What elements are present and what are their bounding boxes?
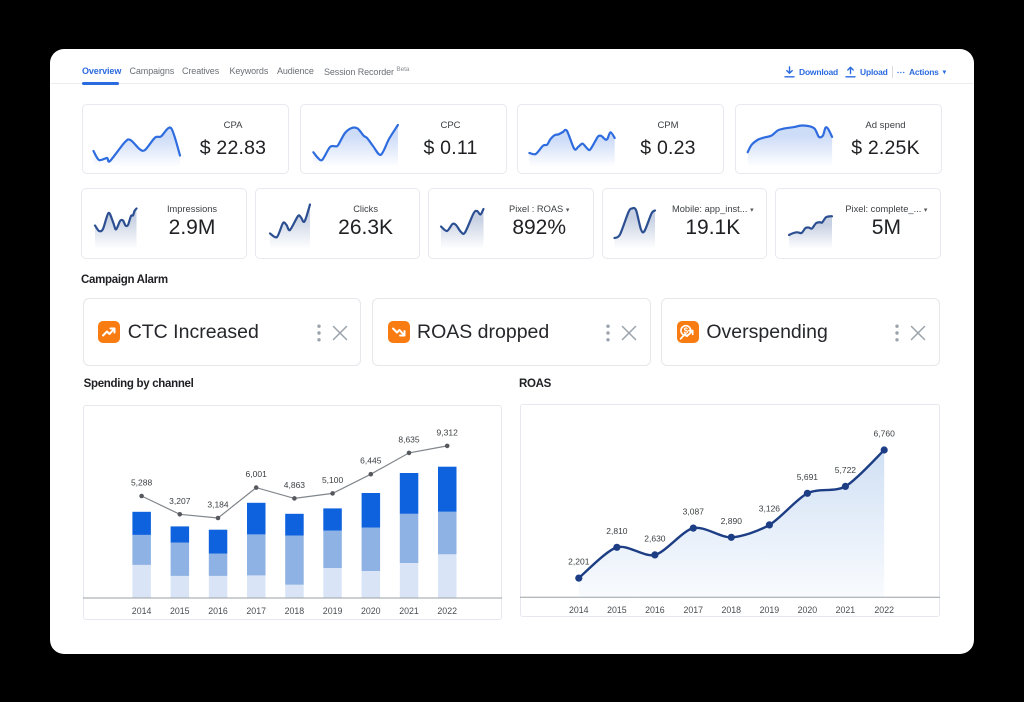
svg-text:2014: 2014 — [132, 606, 152, 616]
svg-text:2021: 2021 — [836, 605, 856, 615]
svg-text:2016: 2016 — [208, 606, 228, 616]
svg-text:5,100: 5,100 — [322, 475, 344, 485]
svg-text:3,087: 3,087 — [683, 507, 705, 517]
svg-text:2020: 2020 — [798, 605, 818, 615]
svg-text:6,760: 6,760 — [874, 429, 896, 439]
svg-text:4,863: 4,863 — [284, 480, 306, 490]
svg-text:2015: 2015 — [170, 606, 190, 616]
svg-text:6,001: 6,001 — [246, 469, 268, 479]
svg-text:9,312: 9,312 — [437, 427, 459, 437]
svg-text:2017: 2017 — [246, 606, 266, 616]
svg-text:6,445: 6,445 — [360, 456, 382, 466]
svg-text:2017: 2017 — [684, 605, 704, 615]
svg-text:2016: 2016 — [645, 605, 665, 615]
svg-text:2018: 2018 — [285, 606, 305, 616]
svg-text:8,635: 8,635 — [398, 434, 420, 444]
svg-text:2018: 2018 — [722, 605, 742, 615]
svg-text:2,630: 2,630 — [644, 533, 666, 543]
svg-text:2,890: 2,890 — [721, 516, 743, 526]
svg-text:2022: 2022 — [874, 605, 894, 615]
svg-text:2019: 2019 — [323, 606, 343, 616]
svg-text:2019: 2019 — [760, 605, 780, 615]
svg-text:5,722: 5,722 — [835, 465, 857, 475]
svg-text:3,184: 3,184 — [207, 500, 229, 510]
svg-text:2020: 2020 — [361, 606, 381, 616]
svg-text:5,691: 5,691 — [797, 472, 819, 482]
svg-text:2015: 2015 — [607, 605, 627, 615]
svg-text:3,126: 3,126 — [759, 503, 781, 513]
svg-text:5,288: 5,288 — [131, 478, 153, 488]
svg-text:$: $ — [683, 327, 688, 336]
svg-text:2,810: 2,810 — [606, 526, 628, 536]
svg-text:2,201: 2,201 — [568, 557, 590, 567]
svg-text:2021: 2021 — [399, 606, 419, 616]
svg-text:2014: 2014 — [569, 605, 589, 615]
svg-text:2022: 2022 — [437, 606, 457, 616]
svg-text:3,207: 3,207 — [169, 496, 191, 506]
